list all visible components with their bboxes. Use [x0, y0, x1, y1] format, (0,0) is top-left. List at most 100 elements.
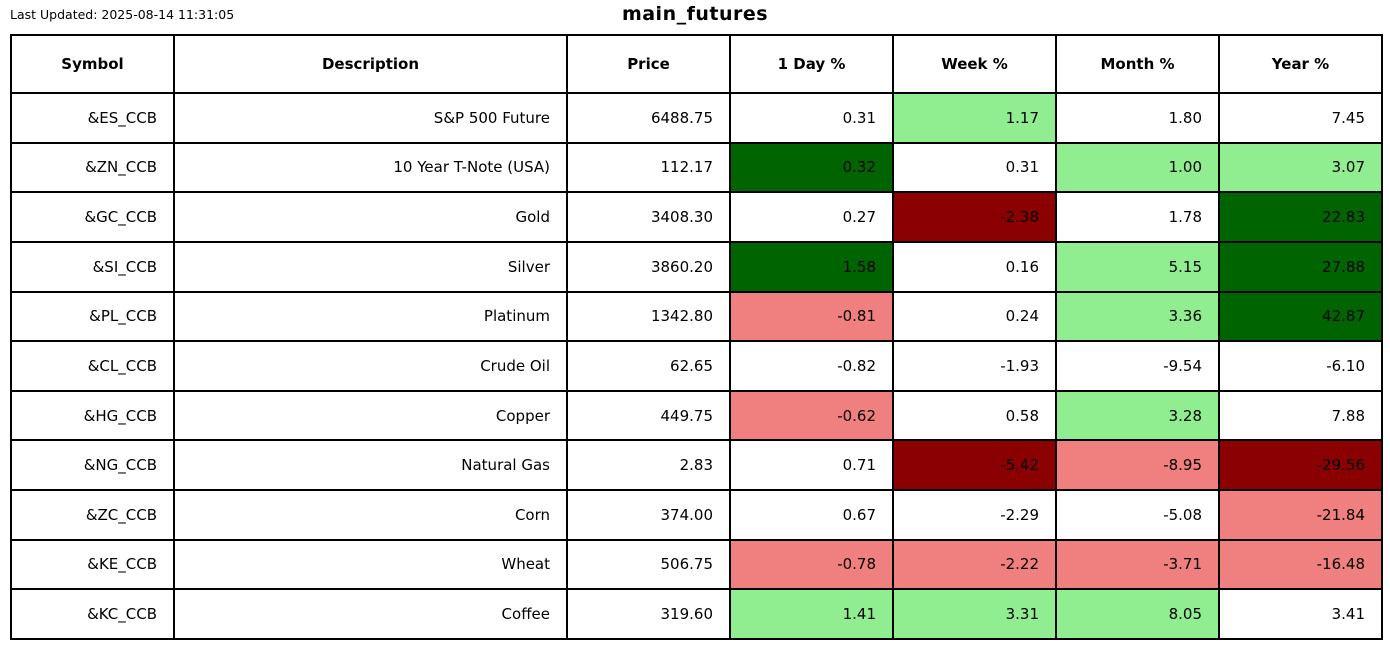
week-pct-cell: 0.16	[892, 240, 1057, 293]
table-row: &HG_CCB Copper 449.75 -0.62 0.58 3.28 7.88	[10, 389, 1383, 442]
col-header-description: Description	[173, 34, 568, 94]
day-pct-cell: -0.62	[729, 389, 894, 442]
price-cell: 2.83	[566, 439, 731, 491]
description-cell: Platinum	[173, 290, 568, 343]
table-body: &ES_CCB S&P 500 Future 6488.75 0.31 1.17 1.80…	[10, 92, 1383, 640]
table-row: &KE_CCB Wheat 506.75 -0.78 -2.22 -3.71 -16.48	[10, 538, 1383, 591]
day-pct-cell: 0.27	[729, 191, 894, 243]
symbol-cell: &GC_CCB	[10, 191, 175, 243]
table-row: &SI_CCB Silver 3860.20 1.58 0.16 5.15 27.88	[10, 240, 1383, 293]
symbol-cell: &ES_CCB	[10, 92, 175, 144]
description-cell: 10 Year T-Note (USA)	[173, 141, 568, 194]
table-row: &ZN_CCB 10 Year T-Note (USA) 112.17 0.32 0.3…	[10, 141, 1383, 194]
price-cell: 3408.30	[566, 191, 731, 243]
col-header-1day-pct: 1 Day %	[729, 34, 894, 94]
description-cell: Wheat	[173, 538, 568, 591]
description-cell: Crude Oil	[173, 340, 568, 392]
price-cell: 62.65	[566, 340, 731, 392]
symbol-cell: &HG_CCB	[10, 389, 175, 442]
day-pct-cell: -0.78	[729, 538, 894, 591]
price-cell: 506.75	[566, 538, 731, 591]
table-row: &ES_CCB S&P 500 Future 6488.75 0.31 1.17 1.80…	[10, 92, 1383, 144]
week-pct-cell: 0.58	[892, 389, 1057, 442]
week-pct-cell: 3.31	[892, 588, 1057, 640]
month-pct-cell: 8.05	[1055, 588, 1220, 640]
year-pct-cell: -16.48	[1218, 538, 1383, 591]
year-pct-cell: 3.07	[1218, 141, 1383, 194]
description-cell: Corn	[173, 489, 568, 541]
futures-table: Symbol Description Price 1 Day % Week % …	[10, 34, 1383, 640]
col-header-year-pct: Year %	[1218, 34, 1383, 94]
day-pct-cell: 0.71	[729, 439, 894, 491]
col-header-week-pct: Week %	[892, 34, 1057, 94]
symbol-cell: &NG_CCB	[10, 439, 175, 491]
description-cell: Gold	[173, 191, 568, 243]
month-pct-cell: 1.78	[1055, 191, 1220, 243]
day-pct-cell: -0.81	[729, 290, 894, 343]
week-pct-cell: 1.17	[892, 92, 1057, 144]
last-updated-text: Last Updated: 2025-08-14 11:31:05	[10, 7, 235, 22]
month-pct-cell: -9.54	[1055, 340, 1220, 392]
price-cell: 449.75	[566, 389, 731, 442]
month-pct-cell: 5.15	[1055, 240, 1220, 293]
description-cell: Coffee	[173, 588, 568, 640]
year-pct-cell: 22.83	[1218, 191, 1383, 243]
price-cell: 319.60	[566, 588, 731, 640]
col-header-price: Price	[566, 34, 731, 94]
description-cell: Silver	[173, 240, 568, 293]
table-row: &NG_CCB Natural Gas 2.83 0.71 -5.42 -8.95 -29.…	[10, 439, 1383, 491]
week-pct-cell: -2.29	[892, 489, 1057, 541]
day-pct-cell: 0.32	[729, 141, 894, 194]
year-pct-cell: 3.41	[1218, 588, 1383, 640]
symbol-cell: &PL_CCB	[10, 290, 175, 343]
month-pct-cell: 3.28	[1055, 389, 1220, 442]
price-cell: 374.00	[566, 489, 731, 541]
price-cell: 1342.80	[566, 290, 731, 343]
col-header-symbol: Symbol	[10, 34, 175, 94]
table-row: &PL_CCB Platinum 1342.80 -0.81 0.24 3.36 42.87	[10, 290, 1383, 343]
day-pct-cell: -0.82	[729, 340, 894, 392]
year-pct-cell: -6.10	[1218, 340, 1383, 392]
header-row: Symbol Description Price 1 Day % Week % …	[10, 34, 1383, 94]
year-pct-cell: 7.88	[1218, 389, 1383, 442]
year-pct-cell: -21.84	[1218, 489, 1383, 541]
day-pct-cell: 1.41	[729, 588, 894, 640]
week-pct-cell: -2.22	[892, 538, 1057, 591]
week-pct-cell: 0.24	[892, 290, 1057, 343]
table-row: &ZC_CCB Corn 374.00 0.67 -2.29 -5.08 -21.84	[10, 489, 1383, 541]
year-pct-cell: 7.45	[1218, 92, 1383, 144]
symbol-cell: &ZN_CCB	[10, 141, 175, 194]
month-pct-cell: 3.36	[1055, 290, 1220, 343]
price-cell: 6488.75	[566, 92, 731, 144]
day-pct-cell: 0.67	[729, 489, 894, 541]
symbol-cell: &CL_CCB	[10, 340, 175, 392]
year-pct-cell: 27.88	[1218, 240, 1383, 293]
week-pct-cell: -2.38	[892, 191, 1057, 243]
month-pct-cell: -5.08	[1055, 489, 1220, 541]
week-pct-cell: -1.93	[892, 340, 1057, 392]
month-pct-cell: -8.95	[1055, 439, 1220, 491]
year-pct-cell: 42.87	[1218, 290, 1383, 343]
month-pct-cell: -3.71	[1055, 538, 1220, 591]
week-pct-cell: 0.31	[892, 141, 1057, 194]
table-row: &GC_CCB Gold 3408.30 0.27 -2.38 1.78 22.83	[10, 191, 1383, 243]
year-pct-cell: -29.56	[1218, 439, 1383, 491]
price-cell: 112.17	[566, 141, 731, 194]
col-header-month-pct: Month %	[1055, 34, 1220, 94]
page-title: main_futures	[621, 3, 769, 25]
description-cell: S&P 500 Future	[173, 92, 568, 144]
table-row: &KC_CCB Coffee 319.60 1.41 3.31 8.05 3.41	[10, 588, 1383, 640]
symbol-cell: &SI_CCB	[10, 240, 175, 293]
description-cell: Natural Gas	[173, 439, 568, 491]
description-cell: Copper	[173, 389, 568, 442]
day-pct-cell: 1.58	[729, 240, 894, 293]
symbol-cell: &KC_CCB	[10, 588, 175, 640]
symbol-cell: &ZC_CCB	[10, 489, 175, 541]
week-pct-cell: -5.42	[892, 439, 1057, 491]
table-row: &CL_CCB Crude Oil 62.65 -0.82 -1.93 -9.54 -6.1…	[10, 340, 1383, 392]
symbol-cell: &KE_CCB	[10, 538, 175, 591]
price-cell: 3860.20	[566, 240, 731, 293]
day-pct-cell: 0.31	[729, 92, 894, 144]
month-pct-cell: 1.00	[1055, 141, 1220, 194]
